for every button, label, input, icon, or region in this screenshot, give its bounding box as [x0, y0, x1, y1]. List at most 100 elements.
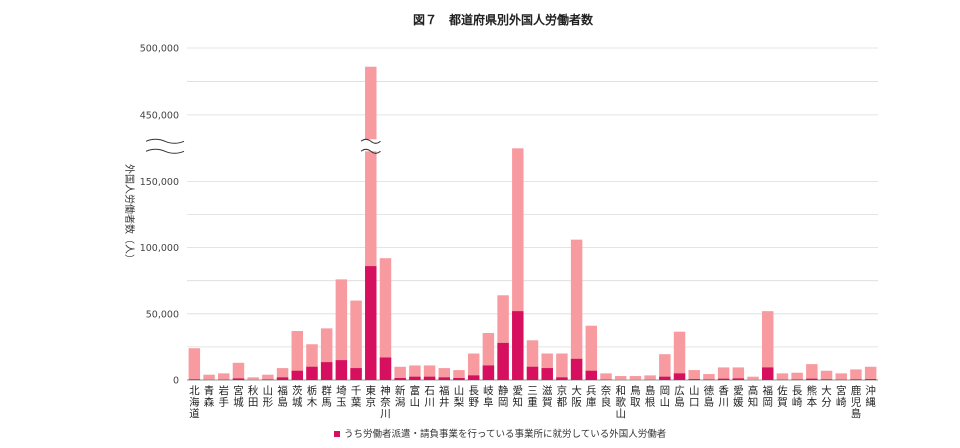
bar-dispatch: [762, 367, 774, 380]
category-label: 手: [219, 396, 230, 409]
category-label: 大: [571, 384, 582, 397]
bar-dispatch: [276, 377, 289, 380]
bar-total: [335, 279, 348, 380]
bar-total: [732, 367, 745, 380]
bar-total: [850, 369, 862, 380]
category-label: 山: [689, 385, 700, 397]
y-tick-label: 450,000: [140, 110, 179, 121]
category-label: 新: [395, 384, 406, 397]
category-label: 奈: [380, 396, 391, 409]
bar-total: [688, 370, 700, 380]
y-tick-label: 100,000: [140, 243, 179, 254]
category-label: 島: [851, 407, 862, 420]
category-label: 馬: [321, 397, 332, 409]
bar-total: [791, 372, 803, 380]
bar-dispatch: [717, 378, 730, 380]
category-label: 取: [630, 397, 641, 409]
category-label: 田: [248, 397, 259, 409]
bar-total: [203, 374, 215, 380]
category-label: 沖: [865, 384, 876, 397]
category-label: 川: [424, 397, 435, 409]
category-label: 徳: [704, 384, 715, 397]
category-label: 口: [689, 397, 700, 409]
bar-total: [306, 344, 318, 380]
axis-break: [145, 138, 381, 154]
bar-dispatch: [409, 376, 421, 380]
bar-total: [556, 353, 568, 380]
category-label: 山: [410, 397, 421, 409]
bar-dispatch: [291, 370, 303, 380]
bar-total: [276, 368, 289, 380]
bar-dispatch: [306, 366, 318, 380]
bar-dispatch: [497, 342, 509, 380]
category-label: 岡: [660, 385, 671, 397]
category-label: 栃: [307, 384, 318, 397]
category-label: 縄: [865, 396, 876, 409]
category-label: 愛: [733, 384, 744, 397]
category-label: 分: [821, 397, 832, 409]
category-label: 児: [851, 397, 862, 409]
category-label: 島: [704, 396, 715, 409]
bar-total: [864, 366, 877, 380]
category-label: 根: [645, 396, 656, 409]
bar-total: [482, 332, 495, 380]
bar-dispatch: [688, 379, 700, 380]
category-label: 京: [366, 396, 377, 409]
y-tick-label: 0: [173, 376, 179, 387]
bar-total: [820, 370, 833, 380]
axis-break-gap: [361, 139, 381, 152]
category-label: 和: [615, 385, 626, 397]
category-label: 島: [277, 396, 288, 409]
category-label: 広: [674, 384, 685, 397]
category-label: 宮: [233, 384, 244, 397]
category-label: 良: [601, 396, 612, 409]
category-label: 長: [792, 385, 803, 397]
legend-swatch: [334, 431, 340, 437]
category-label: 賀: [777, 397, 788, 409]
bar-dispatch: [732, 378, 745, 380]
bar-dispatch: [262, 379, 274, 380]
bar-total: [320, 328, 333, 380]
category-label: 岩: [219, 384, 230, 397]
bar-total: [806, 364, 818, 380]
chart-title: 図７ 都道府県別外国人労働者数: [413, 12, 594, 27]
category-label: 潟: [395, 396, 406, 409]
bar-total: [600, 373, 612, 380]
category-label: 梨: [454, 396, 465, 409]
category-label: 静: [498, 384, 509, 397]
category-label: 阜: [483, 396, 494, 409]
bar-dispatch: [467, 375, 480, 380]
category-label: 山: [454, 385, 465, 397]
category-label: 福: [277, 384, 288, 397]
bar-dispatch: [659, 376, 671, 380]
category-label: 崎: [792, 396, 803, 409]
bar-dispatch: [864, 379, 877, 380]
category-label: 奈: [601, 384, 612, 397]
category-label: 香: [718, 385, 729, 397]
category-label: 岡: [498, 397, 509, 409]
bar-total: [703, 374, 715, 380]
legend: うち労働者派遣・請負事業を行っている事業所に就労している外国人労働者: [334, 428, 666, 440]
bar-dispatch: [438, 377, 451, 380]
bar-total: [526, 340, 539, 380]
category-label: 熊: [807, 384, 818, 397]
bar-total: [673, 331, 686, 380]
category-label: 千: [351, 385, 362, 397]
bar-total: [467, 353, 480, 380]
category-label: 山: [263, 385, 274, 397]
bar-total: [291, 331, 303, 380]
category-label: 佐: [777, 384, 788, 397]
category-label: 川: [718, 397, 729, 409]
category-label: 媛: [733, 396, 744, 409]
category-label: 兵: [586, 384, 597, 397]
bar-dispatch: [791, 379, 803, 380]
bar-dispatch: [453, 378, 465, 380]
bar-total: [585, 325, 598, 380]
bar-total: [350, 300, 362, 380]
category-label: 本: [807, 396, 818, 409]
bar-total: [614, 376, 627, 380]
category-label: 森: [204, 396, 215, 409]
y-tick-label: 500,000: [140, 44, 179, 55]
bar-total: [453, 370, 465, 380]
